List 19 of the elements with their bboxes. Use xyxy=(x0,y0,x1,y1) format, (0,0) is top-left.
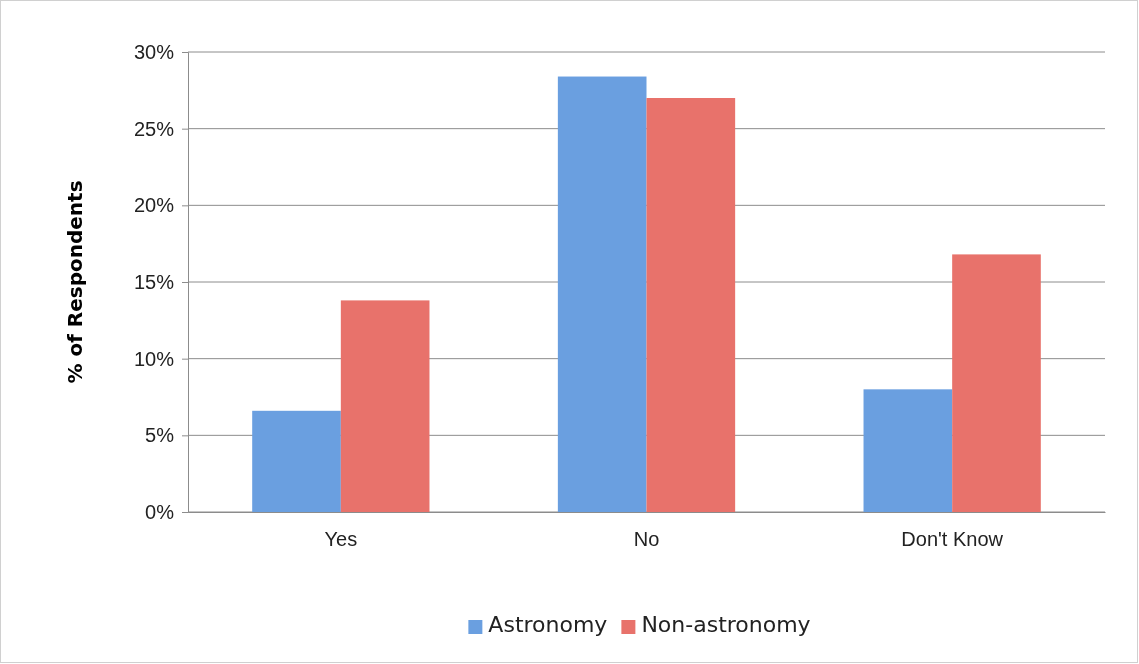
bar xyxy=(252,410,341,512)
y-tick-label: 0% xyxy=(145,500,175,523)
y-axis-title: % of Respondents xyxy=(63,180,87,384)
x-tick-label: Don't Know xyxy=(901,528,1004,551)
x-tick-label: No xyxy=(633,528,660,551)
bar xyxy=(340,300,430,512)
y-tick-label: 15% xyxy=(133,270,175,293)
bar xyxy=(863,389,953,512)
x-tick-label: Yes xyxy=(324,528,358,551)
y-tick-label: 20% xyxy=(133,194,175,217)
y-tick-label: 30% xyxy=(133,40,175,63)
legend-label: Astronomy xyxy=(488,612,608,637)
bar xyxy=(557,76,647,512)
legend-label: Non-astronomy xyxy=(641,612,811,637)
y-tick-label: 25% xyxy=(133,117,175,140)
bar xyxy=(646,98,736,512)
y-tick-label: 5% xyxy=(145,424,175,447)
y-tick-label: 10% xyxy=(133,347,175,370)
bar xyxy=(952,254,1041,512)
